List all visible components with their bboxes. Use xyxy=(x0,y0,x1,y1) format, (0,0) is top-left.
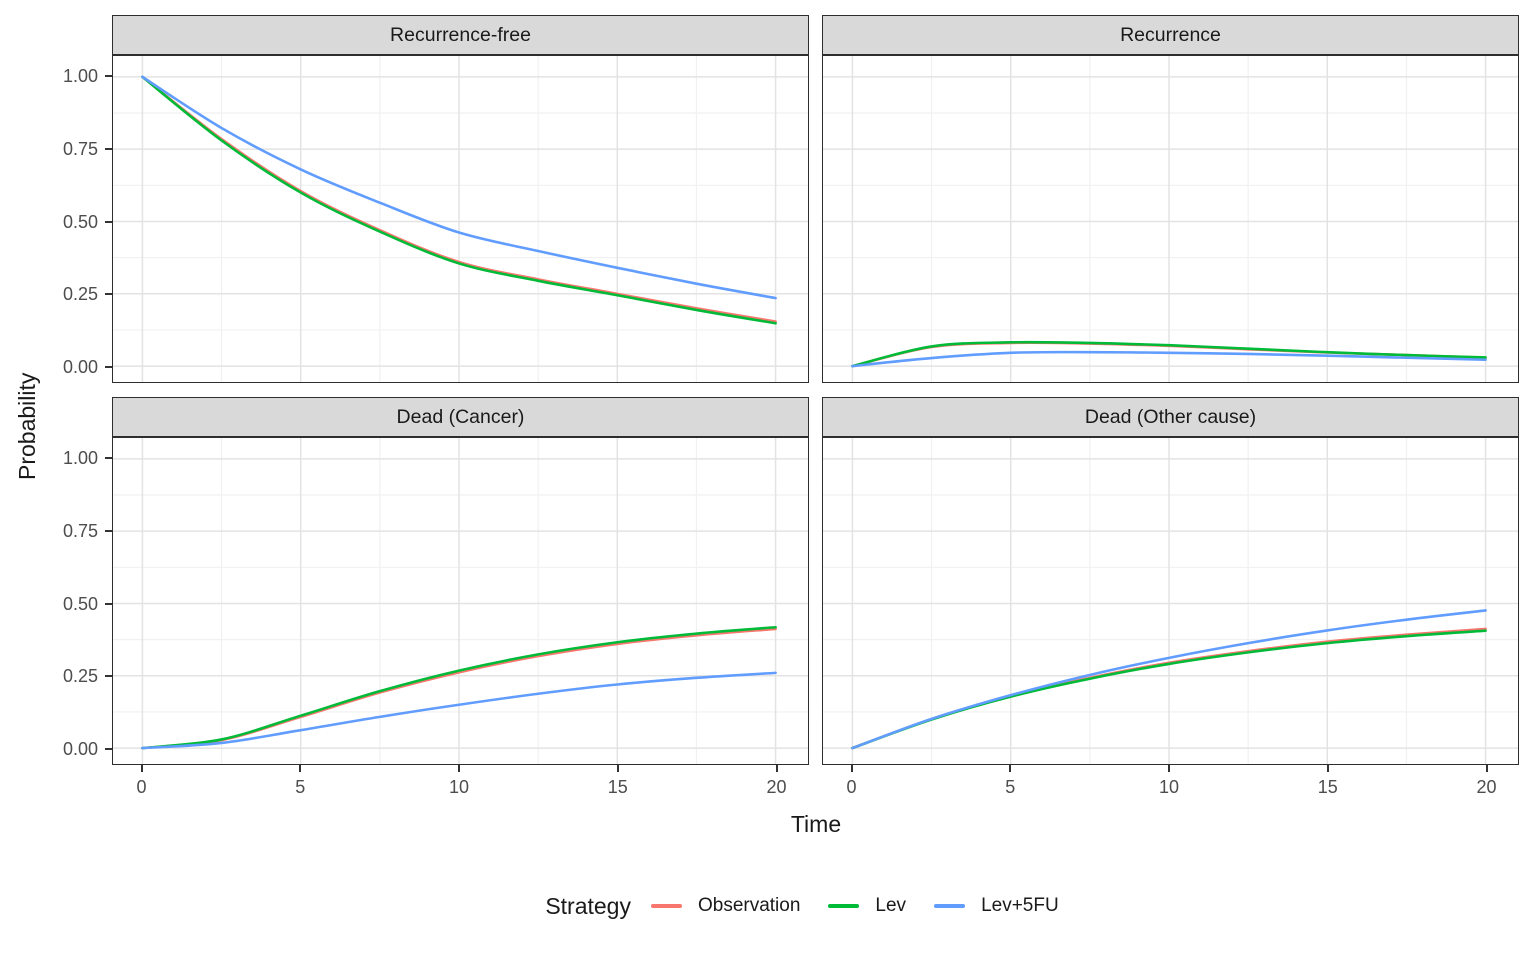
curve-lev5fu xyxy=(851,609,1487,750)
y-tick-mark xyxy=(105,147,112,150)
y-tick-mark xyxy=(105,457,112,459)
x-tick-label: 5 xyxy=(295,777,306,797)
curve-lev xyxy=(141,625,777,750)
legend-label-lev: Lev xyxy=(875,895,907,916)
x-tick-label: 20 xyxy=(766,777,787,797)
curve-lev5fu xyxy=(141,75,777,300)
x-tick-mark xyxy=(616,765,619,772)
x-tick-mark xyxy=(299,765,302,772)
legend-key-line-lev5fu xyxy=(934,904,966,908)
curve-lev xyxy=(851,340,1487,368)
y-tick-mark xyxy=(105,529,112,532)
legend-item-lev: Lev xyxy=(828,895,906,917)
y-tick-mark xyxy=(105,675,112,678)
legend-key-line-observation xyxy=(650,904,682,908)
panel-dead-other-cause xyxy=(822,437,1519,765)
y-tick-mark xyxy=(105,366,112,368)
legend-item-observation: Observation xyxy=(650,895,801,917)
panel-recurrence xyxy=(822,55,1519,383)
curve-lev xyxy=(141,75,777,325)
x-tick-label: 15 xyxy=(607,777,628,797)
facet-title: Recurrence-free xyxy=(390,23,531,46)
legend-item-lev5fu: Lev+5FU xyxy=(934,895,1059,917)
y-tick-mark xyxy=(105,748,112,750)
facet-title: Recurrence xyxy=(1120,23,1221,46)
facet-strip-dead-cancer: Dead (Cancer) xyxy=(112,397,809,437)
legend-label-observation: Observation xyxy=(697,895,801,916)
legend-label-lev5fu: Lev+5FU xyxy=(981,895,1059,916)
x-tick-label: 10 xyxy=(1158,777,1180,797)
x-tick-label: 10 xyxy=(448,777,470,797)
x-tick-mark xyxy=(850,765,853,772)
y-tick-mark xyxy=(105,602,112,605)
x-tick-label: 15 xyxy=(1317,777,1338,797)
x-tick-mark xyxy=(1326,765,1329,772)
panel-dead-other-cause-plot xyxy=(823,438,1518,764)
y-tick-label: 0.75 xyxy=(62,138,98,159)
x-tick-mark xyxy=(140,765,143,772)
panel-recurrence-free-plot xyxy=(113,56,808,382)
facet-strip-dead-other-cause: Dead (Other cause) xyxy=(822,397,1519,437)
legend-key-line-lev xyxy=(828,904,860,908)
x-tick-mark xyxy=(775,765,778,772)
x-tick-label: 0 xyxy=(846,777,857,797)
x-tick-mark xyxy=(458,765,460,772)
y-tick-label: 0.00 xyxy=(62,739,98,759)
panel-dead-cancer-plot xyxy=(113,438,808,764)
panel-dead-cancer xyxy=(112,437,809,765)
y-tick-label: 1.00 xyxy=(62,448,98,468)
y-tick-label: 0.50 xyxy=(62,211,98,232)
x-tick-mark xyxy=(1168,765,1170,772)
x-tick-label: 5 xyxy=(1005,777,1016,797)
x-tick-mark xyxy=(1485,765,1488,772)
curve-lev5fu xyxy=(141,671,777,750)
facet-strip-recurrence-free: Recurrence-free xyxy=(112,15,809,55)
y-tick-label: 0.25 xyxy=(62,284,98,305)
y-tick-mark xyxy=(105,293,112,296)
y-tick-label: 0.75 xyxy=(62,520,98,541)
x-tick-label: 20 xyxy=(1476,777,1497,797)
facet-title: Dead (Other cause) xyxy=(1084,405,1257,428)
x-axis-title: Time xyxy=(790,811,842,837)
strategy-legend: Strategy Observation Lev Lev+5FU xyxy=(96,888,1536,924)
y-tick-label: 0.00 xyxy=(62,357,98,377)
y-tick-label: 0.25 xyxy=(62,666,98,687)
y-tick-label: 0.50 xyxy=(62,593,98,614)
y-tick-label: 1.00 xyxy=(62,66,98,86)
panel-recurrence-free xyxy=(112,55,809,383)
curve-lev5fu xyxy=(851,350,1487,368)
y-tick-mark xyxy=(105,220,112,223)
x-tick-label: 0 xyxy=(136,777,147,797)
facet-title: Dead (Cancer) xyxy=(396,405,525,428)
facet-strip-recurrence: Recurrence xyxy=(822,15,1519,55)
x-tick-mark xyxy=(1009,765,1012,772)
y-tick-mark xyxy=(105,75,112,77)
panel-recurrence-plot xyxy=(823,56,1518,382)
legend-title: Strategy xyxy=(545,892,631,919)
